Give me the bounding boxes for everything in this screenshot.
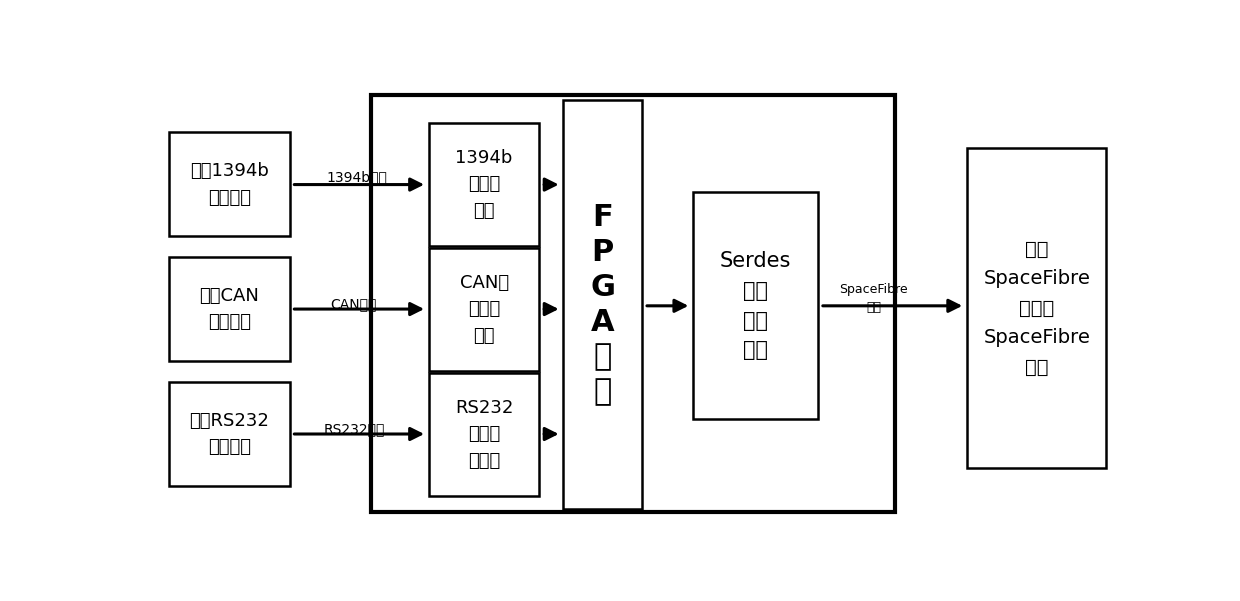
- Text: CAN控
制收发
模块: CAN控 制收发 模块: [460, 274, 508, 345]
- Text: RS232
电平转
换模块: RS232 电平转 换模块: [455, 399, 513, 469]
- Text: Serdes
串并
转换
模块: Serdes 串并 转换 模块: [720, 251, 791, 360]
- Bar: [429, 373, 539, 496]
- Bar: [429, 248, 539, 371]
- Text: 外部RS232
接口设备: 外部RS232 接口设备: [190, 412, 269, 456]
- Bar: [371, 95, 895, 512]
- Text: SpaceFibre
接口: SpaceFibre 接口: [839, 284, 908, 314]
- Text: 外部
SpaceFibre
网络或
SpaceFibre
设备: 外部 SpaceFibre 网络或 SpaceFibre 设备: [983, 240, 1090, 377]
- Text: RS232接口: RS232接口: [324, 423, 384, 436]
- Bar: [429, 123, 539, 246]
- Text: 1394b接口: 1394b接口: [326, 170, 387, 184]
- Text: 1394b
物理层
模块: 1394b 物理层 模块: [455, 149, 513, 220]
- Bar: [693, 192, 818, 419]
- Text: CAN接口: CAN接口: [331, 297, 377, 311]
- Bar: [967, 148, 1106, 468]
- Bar: [170, 257, 289, 361]
- Bar: [170, 132, 289, 236]
- Text: 外部CAN
接口设备: 外部CAN 接口设备: [200, 287, 259, 332]
- Text: F
P
G
A
模
块: F P G A 模 块: [590, 203, 615, 406]
- Bar: [170, 382, 289, 486]
- Text: 外部1394b
接口设备: 外部1394b 接口设备: [190, 162, 269, 207]
- Bar: [563, 100, 642, 510]
